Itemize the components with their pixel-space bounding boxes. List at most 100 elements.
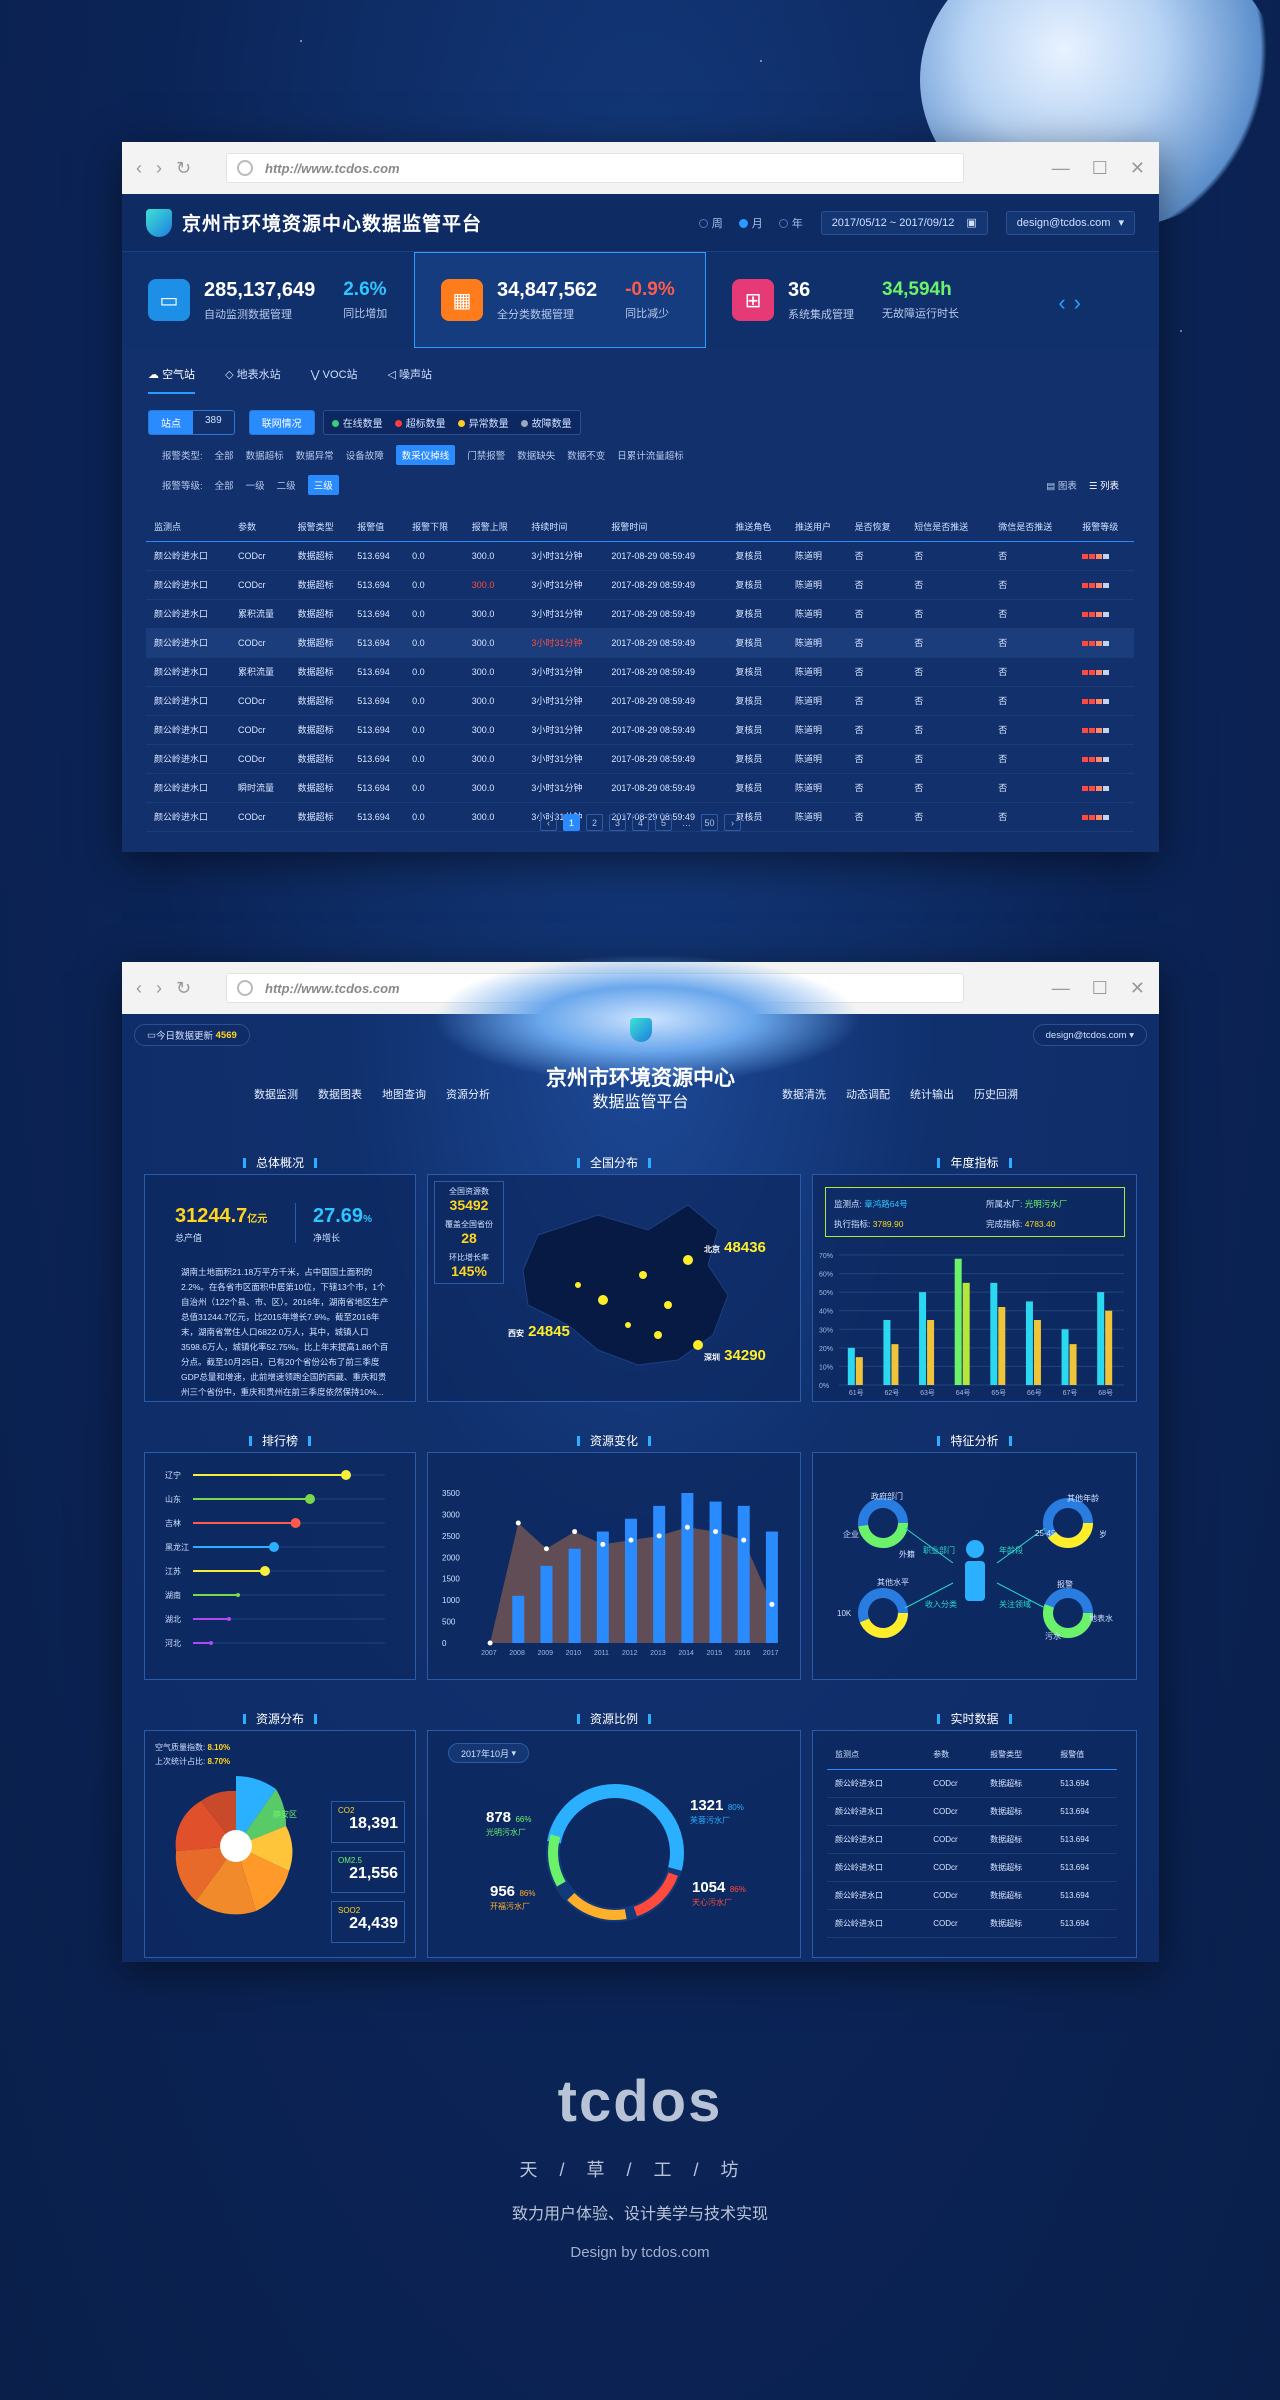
maximize-icon[interactable]: ☐ [1091,157,1108,178]
column-header[interactable]: 短信是否推送 [906,513,991,542]
page-button[interactable]: 4 [632,814,649,831]
minimize-icon[interactable]: — [1051,157,1070,178]
table-row[interactable]: 颜公岭进水口 CODcr 数据超标 513.694 [827,1769,1117,1798]
chevron-left-icon[interactable]: ‹ [1058,290,1074,315]
month-select[interactable]: 2017年10月 ▾ [448,1743,530,1763]
bar[interactable] [737,1505,750,1643]
column-header[interactable]: 是否恢复 [846,513,907,542]
period-month[interactable]: 月 [738,215,763,231]
table-row[interactable]: 颜公岭进水口 CODcr 数据超标 513.694 0.0 300.0 3小时31分钟 201… [146,686,1134,716]
bar[interactable] [709,1501,722,1643]
filter-option[interactable]: 数采仪掉线 [395,445,456,465]
city-dot[interactable] [683,1255,693,1265]
line-point[interactable] [628,1537,634,1543]
table-row[interactable]: 颜公岭进水口 CODcr 数据超标 513.694 0.0 300.0 3小时31分钟 201… [146,744,1134,774]
table-row[interactable]: 颜公岭进水口 CODcr 数据超标 513.694 0.0 300.0 3小时31分钟 201… [146,715,1134,745]
bar-dot[interactable] [305,1494,315,1504]
nav-item[interactable]: 数据清洗 [782,1089,826,1101]
column-header[interactable]: 监测点 [146,513,230,542]
table-row[interactable]: 颜公岭进水口 CODcr 数据超标 513.694 0.0 300.0 3小时31分钟 201… [146,541,1134,571]
filter-option[interactable]: 数据不变 [567,451,606,462]
bar-dot[interactable] [260,1566,270,1576]
city-dot[interactable] [598,1295,608,1305]
nav-item[interactable]: 数据图表 [318,1089,362,1101]
bar[interactable] [1097,1292,1105,1385]
bar[interactable] [998,1307,1006,1385]
legend-over[interactable]: 超标数量 [394,415,446,430]
stat-card-1[interactable]: ▭ 285,137,649 自动监测数据管理 2.6% 同比增加 [122,252,414,348]
period-week[interactable]: 周 [698,215,723,231]
bar[interactable] [919,1292,927,1385]
network-status[interactable]: 联网情况 [248,410,315,435]
filter-option[interactable]: 日累计流量超标 [617,451,684,462]
nav-item[interactable]: 数据监测 [254,1089,298,1101]
nav-item[interactable]: 动态调配 [846,1089,890,1101]
user-menu[interactable]: design@tcdos.com ▾ [1032,1024,1147,1046]
user-menu[interactable]: design@tcdos.com ▾ [1005,210,1135,235]
column-header[interactable]: 持续时间 [523,513,604,542]
table-row[interactable]: 颜公岭进水口 CODcr 数据超标 513.694 0.0 300.0 3小时31分钟 201… [146,802,1134,832]
date-range-picker[interactable]: 2017/05/12 ~ 2017/09/12 ▣ [820,210,988,235]
bar[interactable] [512,1595,525,1643]
column-header[interactable]: 推送角色 [727,513,788,542]
bar[interactable] [540,1565,553,1643]
next-page-button[interactable]: › [724,814,741,831]
maximize-icon[interactable]: ☐ [1091,977,1108,998]
table-row[interactable]: 颜公岭进水口 瞬时流量 数据超标 513.694 0.0 300.0 3小时31分钟 2017… [146,773,1134,803]
tab-noise[interactable]: ◁ 噪声站 [387,369,433,381]
column-header[interactable]: 微信是否推送 [990,513,1075,542]
filter-option[interactable]: 三级 [307,475,339,495]
bar[interactable] [1105,1310,1113,1385]
column-header[interactable]: 报警值 [349,513,405,542]
table-row[interactable]: 颜公岭进水口 CODcr 数据超标 513.694 [827,1797,1117,1826]
carousel-arrows[interactable]: ‹› [1058,290,1089,316]
column-header[interactable]: 报警下限 [404,513,464,542]
bar-dot[interactable] [209,1641,213,1645]
bar-dot[interactable] [227,1617,231,1621]
line-point[interactable] [572,1529,578,1535]
line-point[interactable] [656,1533,662,1539]
line-point[interactable] [487,1640,493,1646]
page-button[interactable]: 1 [563,814,580,831]
prev-page-button[interactable]: ‹ [540,814,557,831]
close-icon[interactable]: ✕ [1129,977,1145,998]
bar-dot[interactable] [236,1593,240,1597]
bar[interactable] [681,1493,694,1643]
bar[interactable] [1025,1301,1033,1385]
column-header[interactable]: 参数 [230,513,290,542]
page-button[interactable]: 3 [609,814,626,831]
period-year[interactable]: 年 [778,215,803,231]
bar[interactable] [927,1320,935,1385]
bar-dot[interactable] [290,1518,301,1528]
bar[interactable] [962,1282,970,1385]
bar[interactable] [883,1320,891,1385]
line-point[interactable] [515,1520,521,1526]
close-icon[interactable]: ✕ [1129,157,1145,178]
page-button[interactable]: 5 [655,814,672,831]
legend-abnormal[interactable]: 异常数量 [457,415,509,430]
bar[interactable] [855,1357,863,1385]
filter-option[interactable]: 全部 [214,481,234,492]
column-header[interactable]: 报警等级 [1074,513,1134,542]
bar-dot[interactable] [269,1542,279,1552]
column-header[interactable]: 报警上限 [463,513,524,542]
filter-option[interactable]: 数据异常 [295,451,334,462]
bar[interactable] [954,1258,962,1385]
view-list-button[interactable]: ☰ 列表 [1088,481,1119,492]
bar[interactable] [1069,1344,1077,1385]
stat-card-3[interactable]: ⊞ 36 系统集成管理 34,594h 无故障运行时长 [706,252,998,348]
table-row[interactable]: 颜公岭进水口 累积流量 数据超标 513.694 0.0 300.0 3小时31分钟 2017… [146,657,1134,687]
filter-option[interactable]: 数据缺失 [517,451,556,462]
table-row[interactable]: 颜公岭进水口 CODcr 数据超标 513.694 [827,1909,1117,1938]
back-icon[interactable]: ‹ [136,977,142,998]
forward-icon[interactable]: › [156,977,162,998]
bar-dot[interactable] [341,1470,351,1480]
stat-card-2[interactable]: ▦ 34,847,562 全分类数据管理 -0.9% 同比减少 [414,252,706,348]
table-row[interactable]: 颜公岭进水口 CODcr 数据超标 513.694 [827,1853,1117,1882]
nav-item[interactable]: 地图查询 [382,1089,426,1101]
column-header[interactable]: 报警值 [1052,1741,1117,1770]
table-row[interactable]: 颜公岭进水口 CODcr 数据超标 513.694 [827,1881,1117,1910]
filter-option[interactable]: 门禁报警 [467,451,506,462]
column-header[interactable]: 推送用户 [787,513,847,542]
column-header[interactable]: 报警类型 [982,1741,1053,1770]
